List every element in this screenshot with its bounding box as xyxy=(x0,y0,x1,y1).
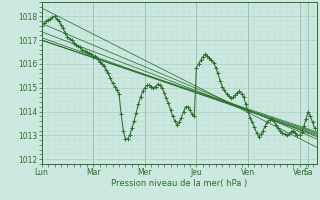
X-axis label: Pression niveau de la mer( hPa ): Pression niveau de la mer( hPa ) xyxy=(111,179,247,188)
